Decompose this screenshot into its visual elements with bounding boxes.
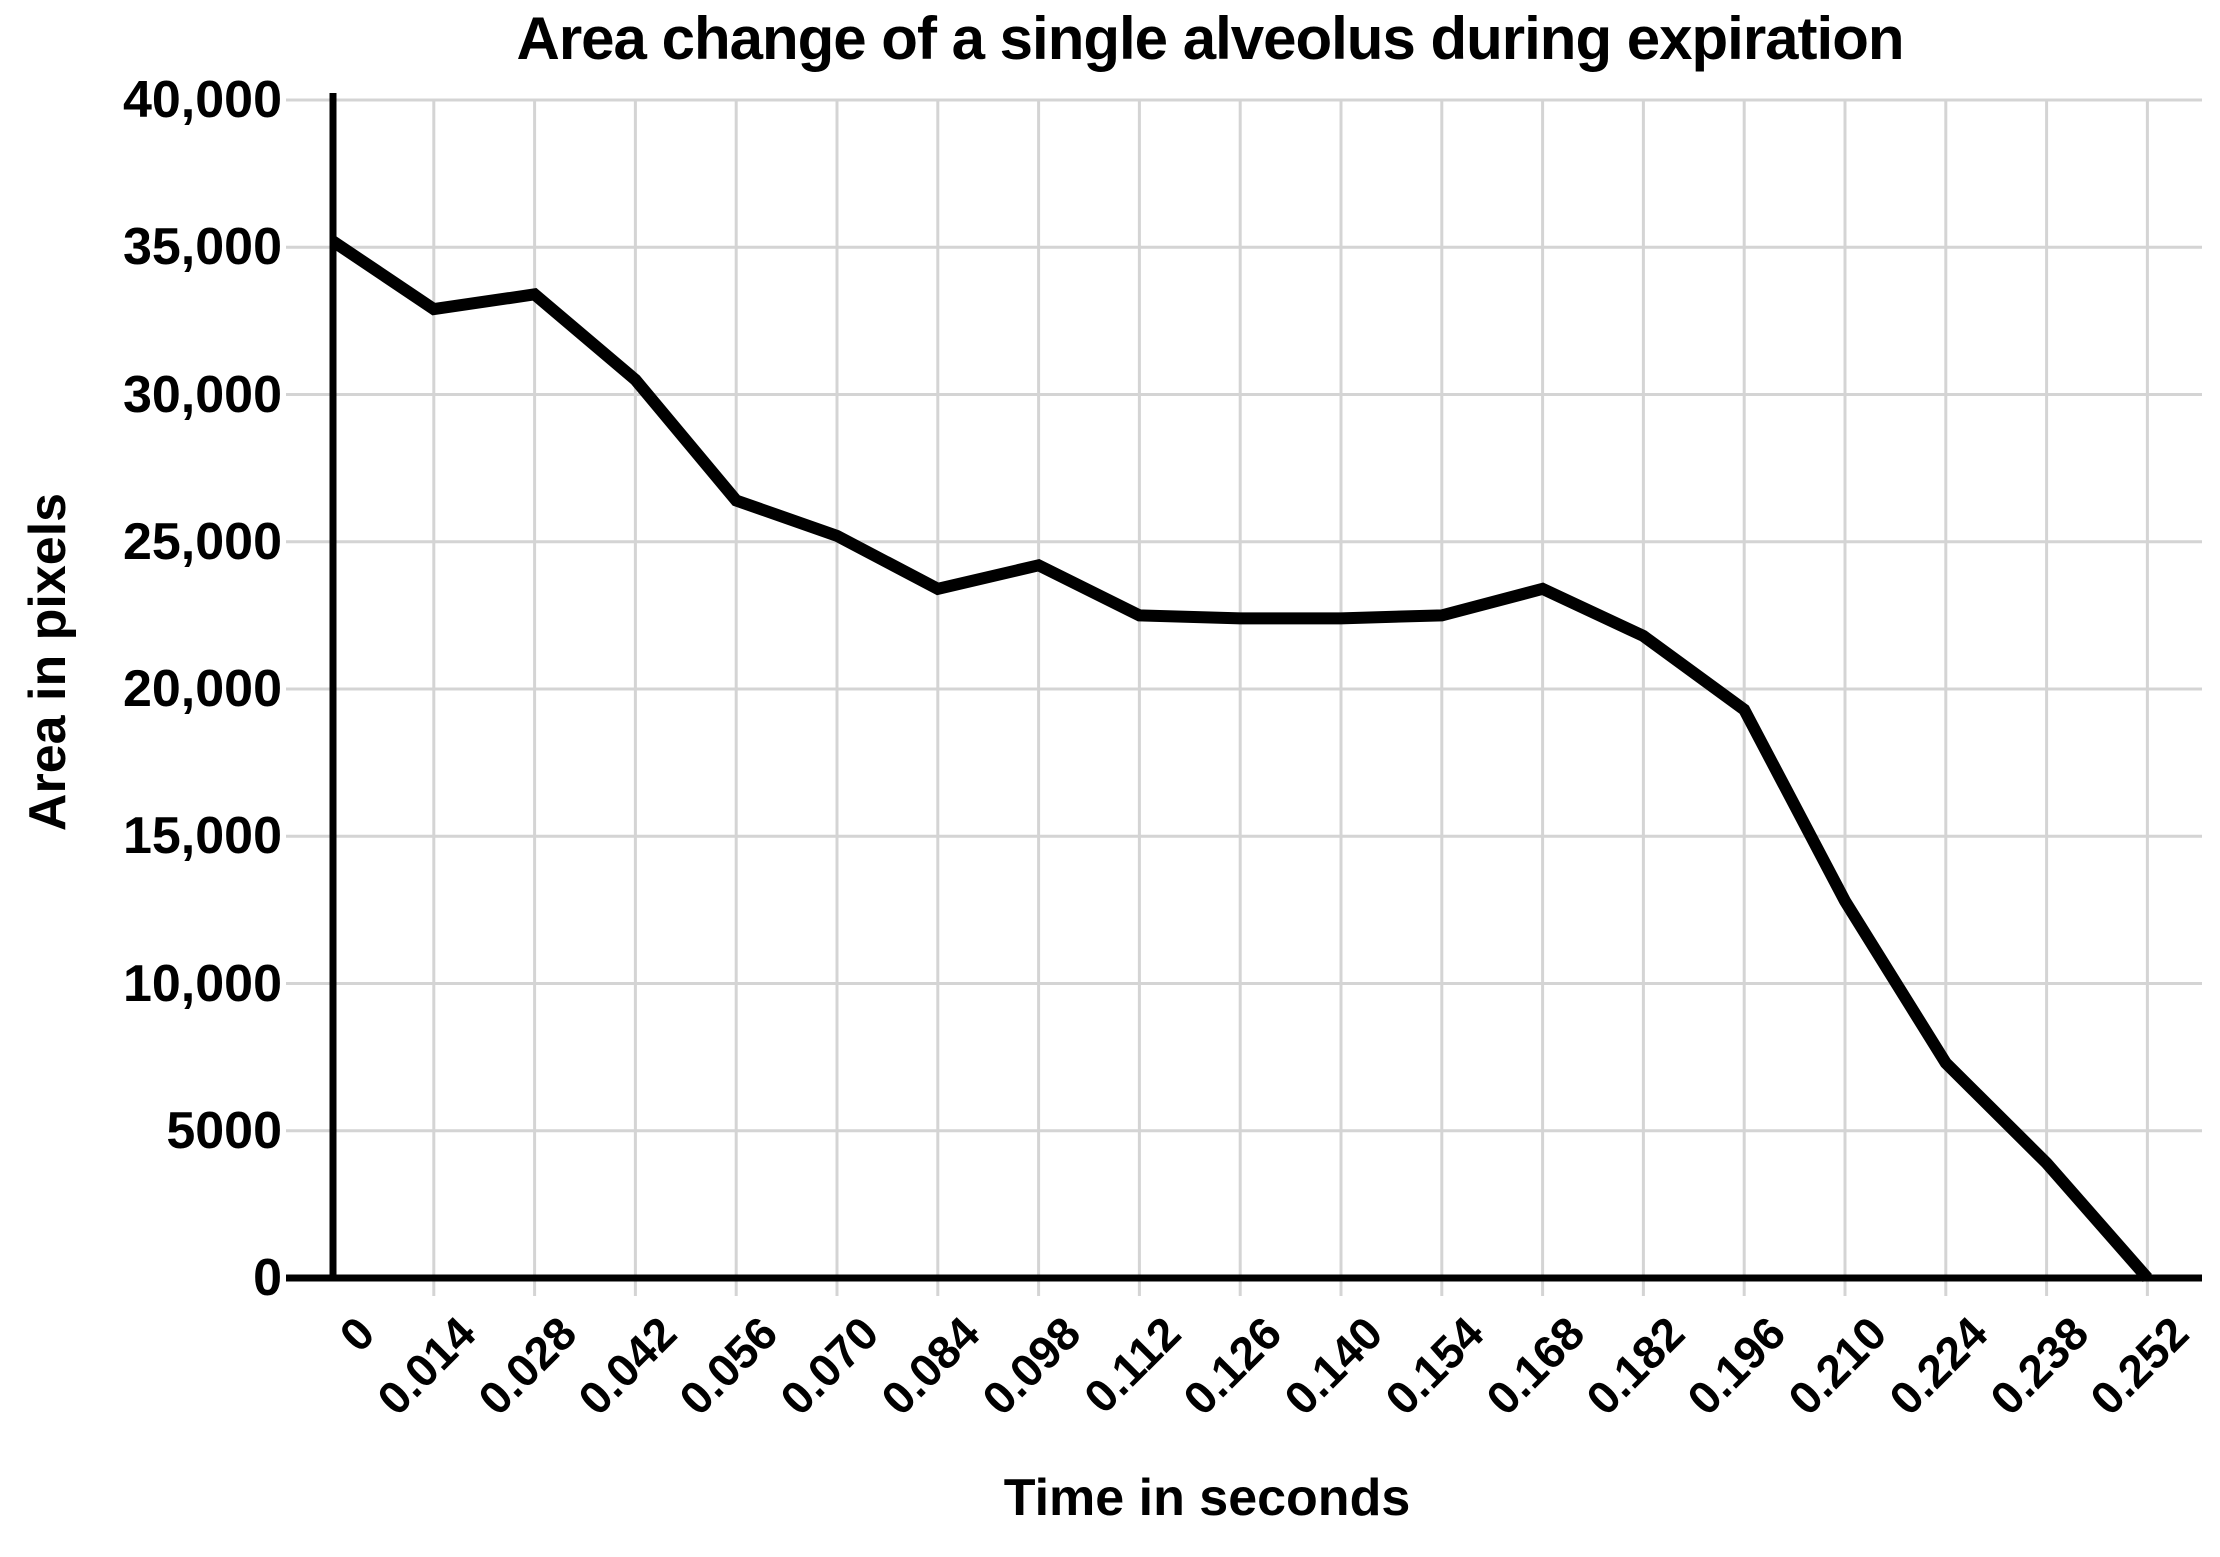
y-tick-label: 0 bbox=[253, 1249, 282, 1307]
y-tick-label: 35,000 bbox=[122, 218, 282, 277]
y-tick-label: 15,000 bbox=[122, 807, 282, 866]
x-axis-title: Time in seconds bbox=[1003, 1469, 1411, 1527]
chart-title: Area change of a single alveolus during … bbox=[516, 5, 1904, 72]
y-tick-label: 5000 bbox=[166, 1101, 282, 1160]
y-tick-label: 30,000 bbox=[122, 365, 282, 424]
y-tick-label: 10,000 bbox=[122, 954, 282, 1013]
y-tick-label: 40,000 bbox=[122, 71, 282, 129]
data-line-series bbox=[329, 236, 2152, 1282]
y-tick-label: 25,000 bbox=[122, 512, 282, 571]
y-tick-label: 20,000 bbox=[122, 660, 282, 718]
